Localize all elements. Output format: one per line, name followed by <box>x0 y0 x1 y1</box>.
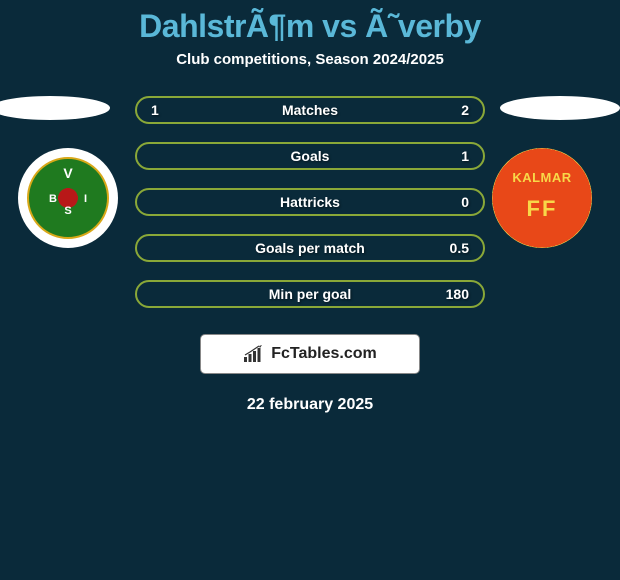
stat-right-value: 2 <box>439 102 469 118</box>
left-name-pill <box>0 96 110 120</box>
stat-row: Hattricks 0 <box>135 188 485 216</box>
content-area: KALMAR FF 1 Matches 2 Goals 1 Hattricks … <box>0 96 620 414</box>
logo-text: FF <box>492 196 592 222</box>
stats-container: 1 Matches 2 Goals 1 Hattricks 0 Goals pe… <box>135 96 485 308</box>
left-player-area <box>0 96 118 248</box>
logo-icon: KALMAR FF <box>492 148 592 248</box>
logo-inner-icon <box>27 157 109 239</box>
stat-right-value: 0.5 <box>439 240 469 256</box>
logo-icon <box>18 148 118 248</box>
left-club-logo <box>18 148 118 248</box>
stat-label: Hattricks <box>280 194 340 210</box>
stat-left-value: 1 <box>151 102 181 118</box>
stat-label: Matches <box>282 102 338 118</box>
stat-row: 1 Matches 2 <box>135 96 485 124</box>
page-title: DahlstrÃ¶m vs Ã˜verby <box>0 8 620 45</box>
stat-label: Min per goal <box>269 286 351 302</box>
stat-row: Min per goal 180 <box>135 280 485 308</box>
right-player-area: KALMAR FF <box>490 96 620 248</box>
stat-label: Goals <box>291 148 330 164</box>
stat-right-value: 1 <box>439 148 469 164</box>
brand-box[interactable]: FcTables.com <box>200 334 420 374</box>
right-name-pill <box>500 96 620 120</box>
footer-date: 22 february 2025 <box>0 396 620 414</box>
brand-text: FcTables.com <box>271 345 377 363</box>
header: DahlstrÃ¶m vs Ã˜verby Club competitions,… <box>0 0 620 68</box>
stat-row: Goals per match 0.5 <box>135 234 485 262</box>
page-subtitle: Club competitions, Season 2024/2025 <box>0 51 620 68</box>
right-club-logo: KALMAR FF <box>492 148 592 248</box>
stat-label: Goals per match <box>255 240 365 256</box>
stat-row: Goals 1 <box>135 142 485 170</box>
chart-icon <box>243 345 265 363</box>
stat-right-value: 0 <box>439 194 469 210</box>
logo-text: KALMAR <box>492 170 592 185</box>
stat-right-value: 180 <box>439 286 469 302</box>
